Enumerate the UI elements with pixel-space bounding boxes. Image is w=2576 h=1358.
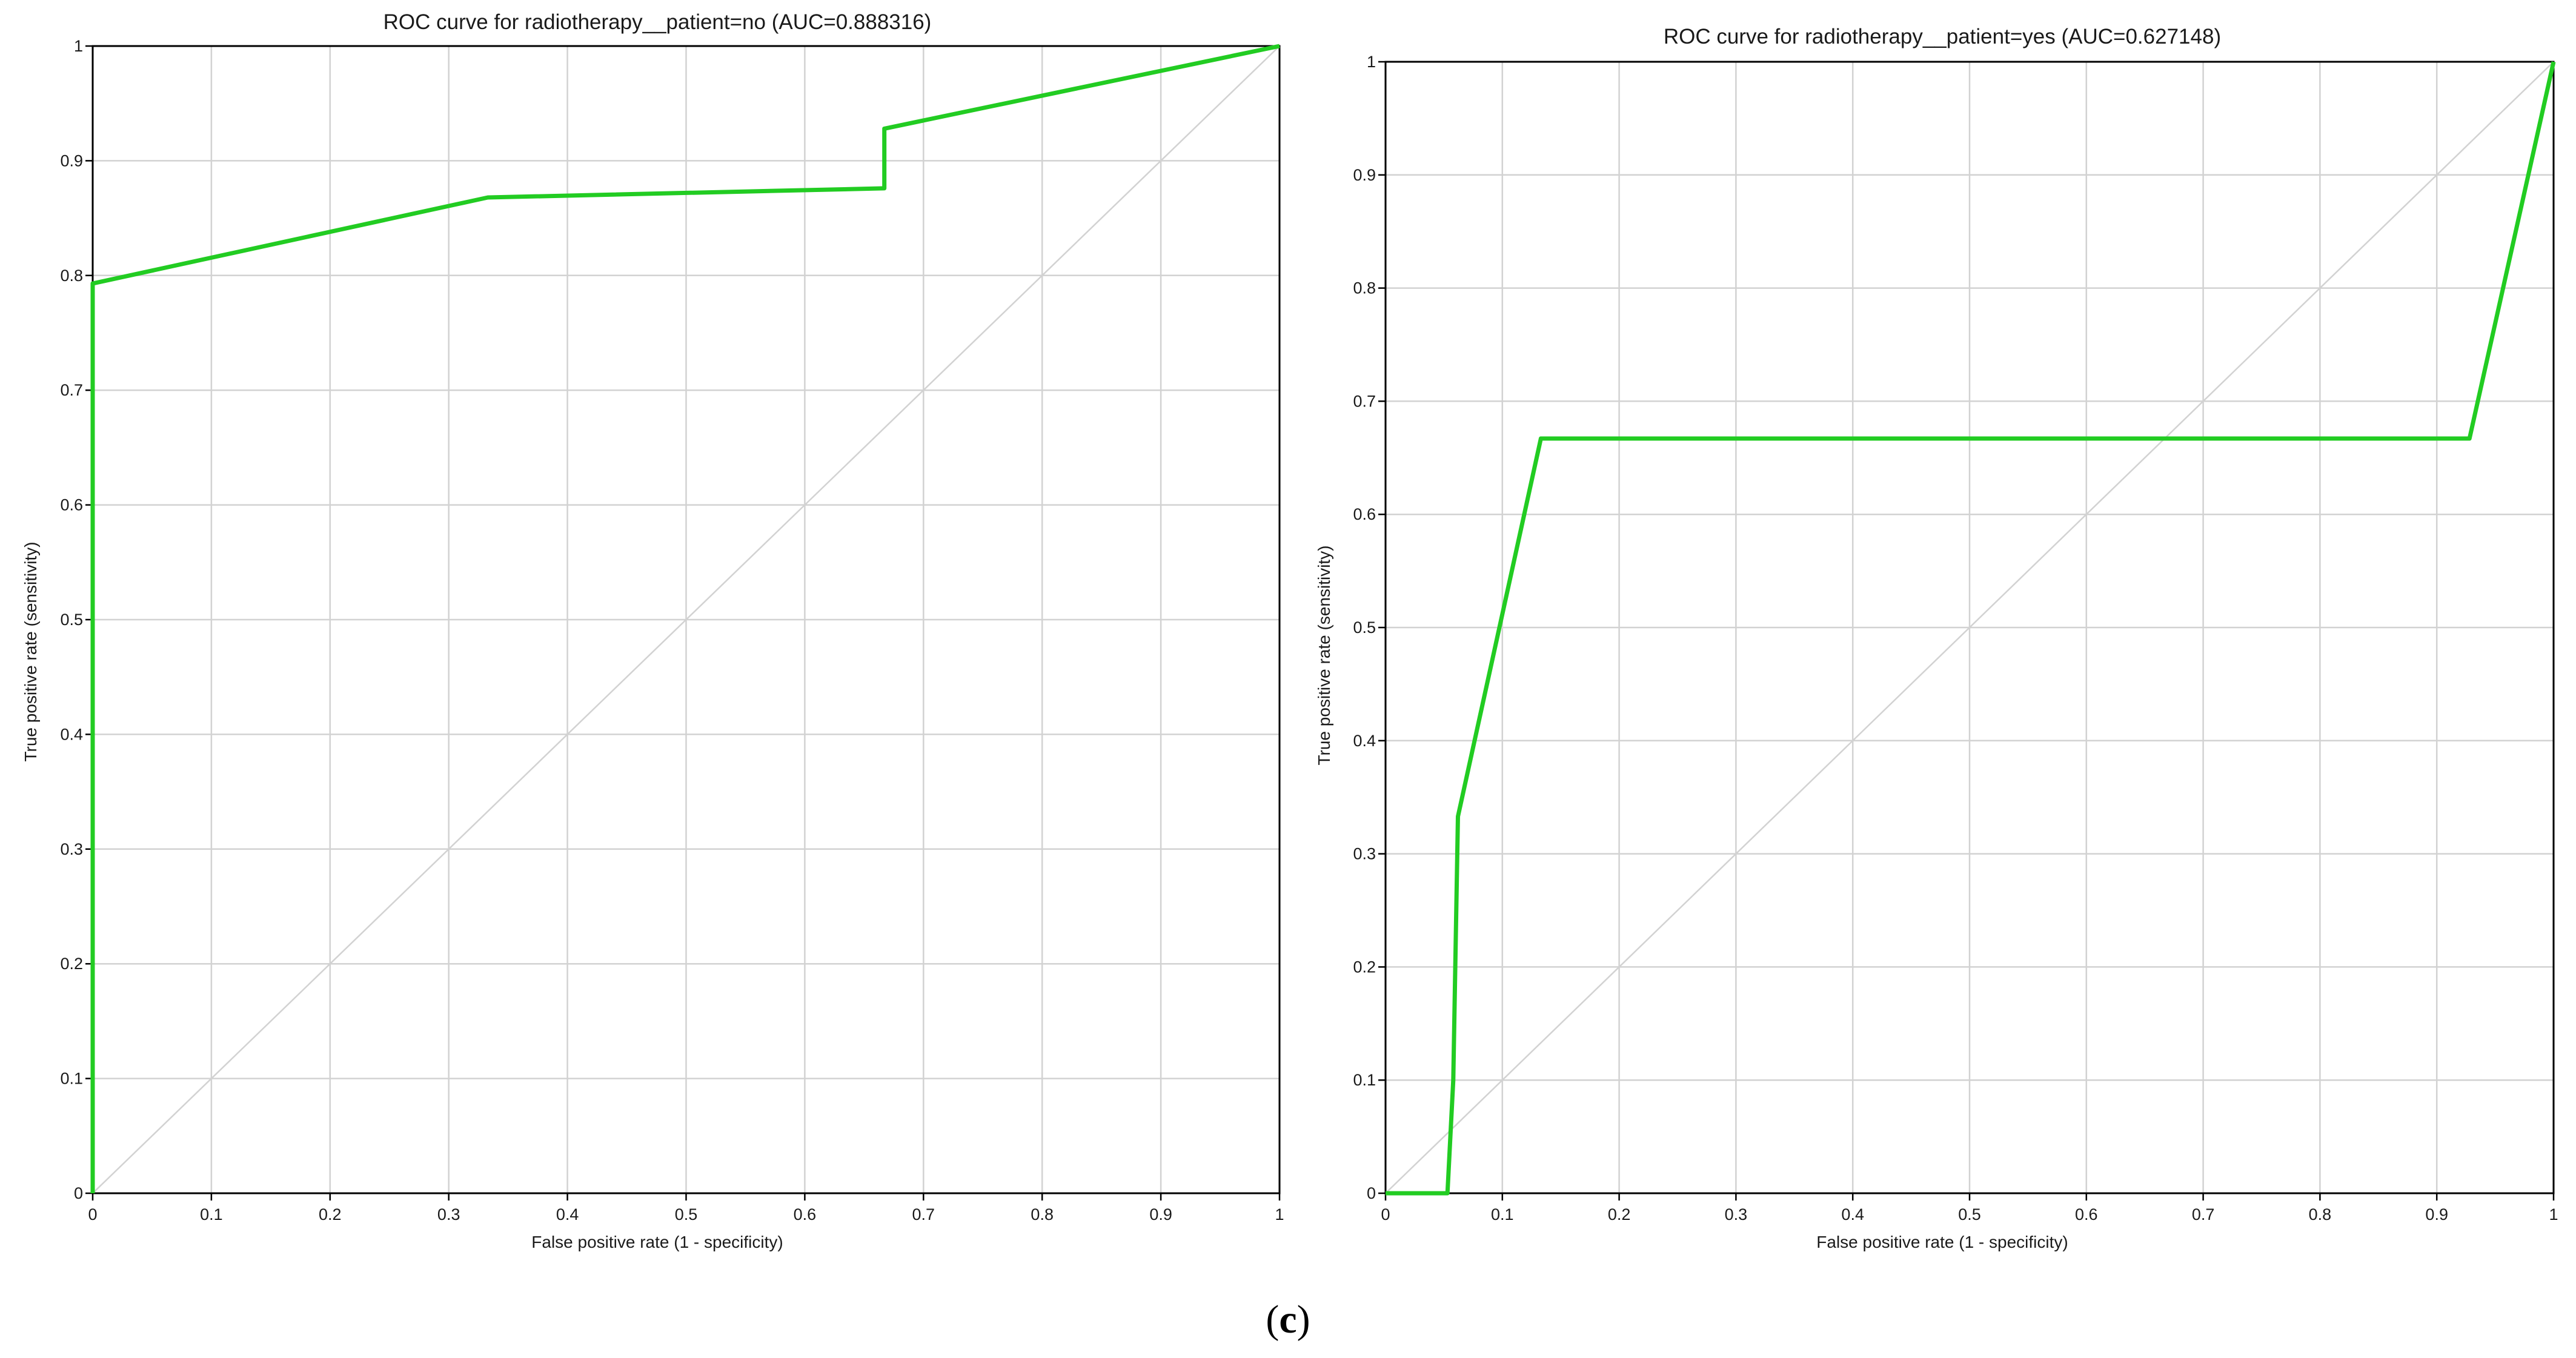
y-tick-label: 1 [74,37,83,55]
x-tick-label: 0.6 [794,1205,817,1224]
y-tick-label: 0.1 [60,1070,83,1088]
y-tick-label: 0.4 [1353,732,1376,750]
x-tick-label: 0.7 [912,1205,935,1224]
y-tick-label: 0.5 [1353,618,1376,637]
caption-letter: c [1279,1297,1296,1342]
y-tick-label: 0.9 [60,151,83,170]
chart-title: ROC curve for radiotherapy__patient=no (… [383,10,932,34]
x-tick-label: 0.5 [675,1205,698,1224]
y-tick-label: 0.6 [1353,505,1376,523]
roc-chart-radiotherapy-yes: ROC curve for radiotherapy__patient=yes … [1315,25,2558,1251]
y-tick-label: 0.6 [60,496,83,514]
x-tick-label: 0.4 [556,1205,579,1224]
y-tick-label: 0.2 [60,955,83,973]
x-tick-label: 0 [88,1205,97,1224]
y-tick-label: 1 [1367,53,1376,71]
x-tick-labels: 0 0.1 0.2 0.3 0.4 0.5 0.6 0.7 0.8 0.9 1 [88,1193,1284,1224]
roc-chart-radiotherapy-no: ROC curve for radiotherapy__patient=no (… [21,10,1284,1251]
y-axis-label: True positive rate (sensitivity) [21,542,40,761]
caption-open: ( [1266,1297,1279,1342]
x-axis-label: False positive rate (1 - specificity) [1816,1233,2068,1251]
y-tick-label: 0.8 [60,267,83,285]
y-tick-label: 0.1 [1353,1071,1376,1089]
x-tick-label: 0.8 [1031,1205,1054,1224]
panel-caption: (c) [1266,1297,1310,1342]
y-tick-label: 0.3 [60,840,83,858]
y-tick-label: 0.2 [1353,958,1376,976]
y-tick-labels: 0 0.1 0.2 0.3 0.4 0.5 0.6 0.7 0.8 0.9 1 [60,37,93,1202]
x-tick-label: 0.2 [1608,1205,1631,1224]
x-tick-label: 0 [1381,1205,1390,1224]
roc-curve-line [90,44,1280,1193]
x-tick-label: 0.9 [2425,1205,2448,1224]
grid [1384,61,2555,1194]
y-axis-label: True positive rate (sensitivity) [1315,545,1333,765]
x-tick-labels: 0 0.1 0.2 0.3 0.4 0.5 0.6 0.7 0.8 0.9 1 [1381,1193,2558,1224]
y-tick-label: 0 [74,1184,83,1202]
x-tick-label: 0.3 [437,1205,460,1224]
y-tick-label: 0.5 [60,611,83,629]
x-axis-label: False positive rate (1 - specificity) [531,1233,783,1251]
x-tick-label: 0.4 [1841,1205,1864,1224]
x-tick-label: 0.7 [2192,1205,2215,1224]
y-tick-label: 0.7 [1353,392,1376,410]
x-tick-label: 0.8 [2309,1205,2332,1224]
x-tick-label: 1 [2549,1205,2558,1224]
x-tick-label: 0.9 [1149,1205,1172,1224]
x-tick-label: 1 [1275,1205,1284,1224]
reference-diagonal-line [1385,61,2554,1194]
y-tick-label: 0.8 [1353,279,1376,297]
x-tick-label: 0.5 [1958,1205,1981,1224]
x-tick-label: 0.1 [200,1205,223,1224]
x-tick-label: 0.1 [1491,1205,1514,1224]
y-tick-label: 0.3 [1353,845,1376,863]
y-tick-labels: 0 0.1 0.2 0.3 0.4 0.5 0.6 0.7 0.8 0.9 1 [1353,53,1386,1202]
y-tick-label: 0.7 [60,381,83,399]
y-tick-label: 0.4 [60,725,83,743]
roc-curve-line [1386,61,2556,1196]
y-tick-label: 0.9 [1353,166,1376,184]
x-tick-label: 0.3 [1725,1205,1748,1224]
chart-title: ROC curve for radiotherapy__patient=yes … [1664,25,2221,48]
reference-diagonal-line [92,45,1280,1194]
y-tick-label: 0 [1367,1184,1376,1202]
caption-close: ) [1297,1297,1310,1342]
x-tick-label: 0.6 [2075,1205,2098,1224]
x-tick-label: 0.2 [319,1205,342,1224]
